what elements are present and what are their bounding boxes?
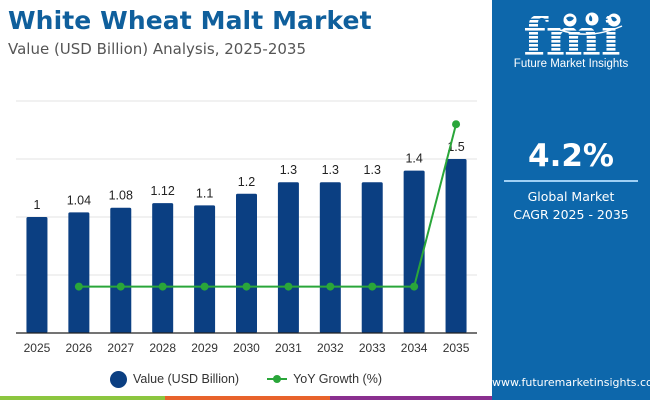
legend: Value (USD Billion) YoY Growth (%) (0, 368, 492, 390)
bar (277, 182, 299, 333)
side-panel: fmi Future Market Insights 4.2% Global M… (492, 0, 650, 400)
yoy-growth-point (368, 282, 377, 291)
x-tick-label: 2026 (66, 341, 93, 355)
bar (403, 170, 425, 333)
bar (445, 159, 467, 333)
yoy-growth-point (116, 282, 125, 291)
bar-data-labels: 1 1.04 1.08 1.12 1.11.21.3 1.3 1.31.41.5 (33, 140, 464, 212)
bar-data-label: 1.08 (109, 189, 133, 203)
footer-stripe-purple (330, 396, 492, 400)
chart-title: White Wheat Malt Market (8, 6, 372, 35)
legend-label: YoY Growth (%) (293, 372, 382, 386)
bar-series (26, 159, 467, 333)
bar-data-label: 1 (33, 198, 40, 212)
legend-bar-swatch-icon (110, 370, 127, 388)
x-tick-label: 2034 (401, 341, 428, 355)
yoy-growth-line (78, 123, 458, 288)
divider (504, 180, 638, 182)
cagr-label-line1: Global Market (527, 189, 615, 204)
bar (194, 205, 216, 333)
yoy-growth-point (158, 282, 167, 291)
bar-data-label: 1.3 (364, 163, 381, 177)
logo-caption: Future Market Insights (513, 58, 629, 70)
yoy-growth-point (452, 120, 461, 129)
bar-data-label: 1.1 (196, 186, 213, 200)
legend-line-swatch-icon (267, 374, 288, 384)
yoy-growth-point (284, 282, 293, 291)
bar-line-chart: 1 1.04 1.08 1.12 1.11.21.3 1.3 1.31.41.5 2025 2… (16, 100, 477, 355)
legend-label: Value (USD Billion) (133, 372, 240, 386)
x-tick-label: 2027 (107, 341, 134, 355)
legend-item-value[interactable]: Value (USD Billion) (110, 370, 240, 388)
bar (152, 203, 174, 333)
x-tick-label: 2030 (233, 341, 260, 355)
x-tick-label: 2028 (149, 341, 176, 355)
legend-item-yoy[interactable]: YoY Growth (%) (267, 372, 382, 386)
bar-data-label: 1.4 (405, 152, 422, 166)
x-tick-label: 2035 (443, 341, 470, 355)
bar (236, 193, 257, 333)
cagr-value: 4.2% (528, 138, 614, 174)
cagr-label: Global Market CAGR 2025 - 2035 (492, 188, 650, 224)
bar (361, 182, 383, 333)
footer-stripe-green (0, 396, 165, 400)
x-tick-label: 2025 (24, 341, 51, 355)
x-tick-labels: 2025 2026 2027 2028 2029 2030 2031 2032 2033 2034… (24, 341, 470, 355)
bar (110, 207, 132, 333)
x-tick-label: 2031 (275, 341, 302, 355)
bar-data-label: 1.3 (280, 163, 297, 177)
yoy-growth-point (242, 282, 251, 291)
x-tick-label: 2032 (317, 341, 344, 355)
x-tick-label: 2029 (191, 341, 218, 355)
yoy-growth-point (410, 282, 419, 291)
line-series (74, 120, 461, 291)
bar-data-label: 1.3 (322, 163, 339, 177)
bar (319, 182, 341, 333)
bar-data-label: 1.2 (238, 175, 255, 189)
fmi-logo: fmi (523, 8, 623, 68)
bar-data-label: 1.12 (151, 184, 175, 198)
x-tick-label: 2033 (359, 341, 386, 355)
footer-stripe-orange (165, 396, 330, 400)
website-link[interactable]: www.futuremarketinsights.com (492, 376, 650, 389)
bar (26, 217, 48, 333)
yoy-growth-point (326, 282, 335, 291)
bar (68, 212, 90, 333)
chart-subtitle: Value (USD Billion) Analysis, 2025-2035 (8, 40, 306, 58)
yoy-growth-point (200, 282, 209, 291)
bar-data-label: 1.04 (67, 193, 91, 207)
cagr-label-line2: CAGR 2025 - 2035 (513, 207, 629, 222)
yoy-growth-point (74, 282, 83, 291)
